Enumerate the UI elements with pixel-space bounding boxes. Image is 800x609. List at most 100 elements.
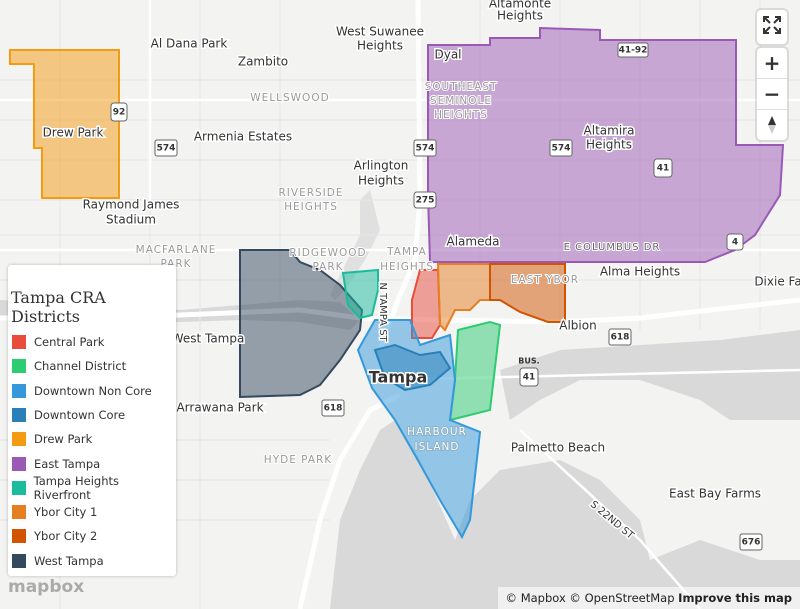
district-tampa-heights-riverfront[interactable] (341, 268, 379, 320)
legend-label: Ybor City 1 (34, 505, 98, 520)
legend-item: Downtown Non Core (12, 382, 152, 400)
place-label: Altamonte (489, 0, 551, 11)
street-label: N TAMPA ST (377, 282, 388, 342)
place-label: Arlington (354, 159, 409, 173)
district-east-tampa[interactable] (427, 26, 785, 263)
legend-swatch (12, 505, 26, 520)
osm-attribution[interactable]: © OpenStreetMap (569, 591, 675, 605)
fullscreen-control[interactable] (757, 10, 787, 44)
neighborhood-label: WELLSWOOD (250, 92, 329, 104)
legend-item: Ybor City 2 (12, 527, 97, 545)
shield-label: 574 (157, 144, 176, 154)
legend-label: East Tampa (34, 456, 101, 471)
neighborhood-label: SEMINOLE (430, 95, 492, 107)
place-label: Heights (358, 174, 404, 188)
place-label: East Bay Farms (669, 487, 761, 501)
neighborhood-label: HEIGHTS (284, 201, 338, 213)
legend-item: Drew Park (12, 430, 92, 448)
neighborhood-label: TAMPA (386, 246, 427, 258)
neighborhood-label: HYDE PARK (264, 454, 333, 466)
place-label: Dyal (434, 48, 461, 62)
neighborhood-label: ISLAND (415, 441, 460, 453)
place-label: Dixie Fa (754, 275, 800, 289)
shield-label: 618 (324, 404, 343, 414)
navigation-control: + − (757, 48, 787, 140)
place-label: Al Dana Park (151, 37, 228, 51)
neighborhood-label: MACFARLANE (136, 244, 217, 256)
district-downtown-core[interactable] (373, 343, 452, 392)
place-label: West Suwanee (336, 25, 424, 39)
zoom-out-button[interactable]: − (757, 79, 787, 110)
shield-label: 618 (611, 333, 630, 343)
legend-swatch (12, 456, 26, 471)
shield-label: 676 (742, 538, 761, 548)
district-channel-district[interactable] (448, 320, 502, 422)
shield-label: 275 (416, 196, 435, 206)
legend-label: Tampa Heights Riverfront (33, 473, 120, 502)
place-label: West Tampa (172, 332, 245, 346)
shield-label: 574 (552, 144, 571, 154)
mapbox-attribution[interactable]: © Mapbox (505, 591, 566, 605)
place-label: Zambito (238, 55, 288, 69)
place-label: Heights (586, 138, 632, 152)
legend-swatch (12, 432, 26, 447)
legend-item: Ybor City 1 (12, 503, 97, 521)
legend-swatch (12, 553, 26, 568)
legend-swatch (12, 335, 26, 349)
legend-item: Central Park (12, 333, 104, 351)
neighborhood-label: HEIGHTS (380, 261, 434, 273)
water (500, 330, 800, 420)
legend-item: Tampa Heights Riverfront (12, 474, 176, 502)
attribution: © Mapbox © OpenStreetMap Improve this ma… (497, 587, 800, 609)
legend: Tampa CRA Districts Central Park Channel … (8, 265, 176, 576)
zoom-in-button[interactable]: + (757, 48, 787, 79)
legend-label: Channel District (34, 359, 127, 374)
legend-label: West Tampa (34, 553, 104, 568)
place-label: Arrawana Park (176, 401, 263, 415)
shield-label: 574 (416, 144, 435, 154)
neighborhood-label: EAST YBOR (511, 274, 579, 286)
shield-label: 92 (113, 108, 126, 118)
shield-label: 41 (523, 373, 536, 383)
legend-label: Drew Park (34, 432, 93, 447)
district-ybor-city-2[interactable] (489, 263, 566, 323)
legend-swatch (12, 407, 26, 422)
legend-swatch (12, 529, 26, 544)
legend-label: Ybor City 2 (34, 529, 98, 544)
place-label: Drew Park (43, 126, 104, 140)
place-label: Stadium (106, 213, 156, 227)
improve-map-link[interactable]: Improve this map (678, 591, 792, 605)
water (330, 420, 800, 609)
place-label: Alma Heights (600, 265, 680, 279)
compass-icon (768, 116, 776, 134)
district-drew-park[interactable] (9, 49, 120, 199)
district-west-tampa[interactable] (239, 249, 364, 399)
legend-label: Central Park (34, 335, 105, 349)
neighborhood-label: HEIGHTS (434, 109, 488, 121)
neighborhood-label: PARK (312, 261, 343, 273)
place-label: Alameda (447, 235, 500, 249)
legend-label: Downtown Core (34, 407, 126, 422)
neighborhood-label: SOUTHEAST (425, 81, 498, 93)
place-label: Heights (357, 39, 403, 53)
mapbox-logo[interactable]: mapbox (8, 577, 85, 597)
fullscreen-icon (763, 16, 781, 34)
city-label: Tampa (369, 368, 428, 387)
place-label: Albion (559, 319, 596, 333)
legend-swatch (12, 383, 26, 398)
legend-item: West Tampa (12, 552, 104, 570)
shield-label: BUS. (518, 357, 539, 366)
street-label: E COLUMBUS DR (564, 242, 661, 253)
neighborhood-label: RIDGEWOOD (289, 247, 366, 259)
legend-item: East Tampa (12, 455, 100, 473)
place-label: Raymond James (83, 198, 180, 212)
legend-label: Downtown Non Core (34, 383, 152, 398)
place-label: Altamira (584, 124, 635, 138)
compass-button[interactable] (757, 110, 787, 140)
route-shields (110, 42, 763, 551)
place-label: Heights (497, 9, 543, 23)
place-label: Palmetto Beach (511, 441, 605, 455)
legend-item: Downtown Core (12, 406, 125, 424)
